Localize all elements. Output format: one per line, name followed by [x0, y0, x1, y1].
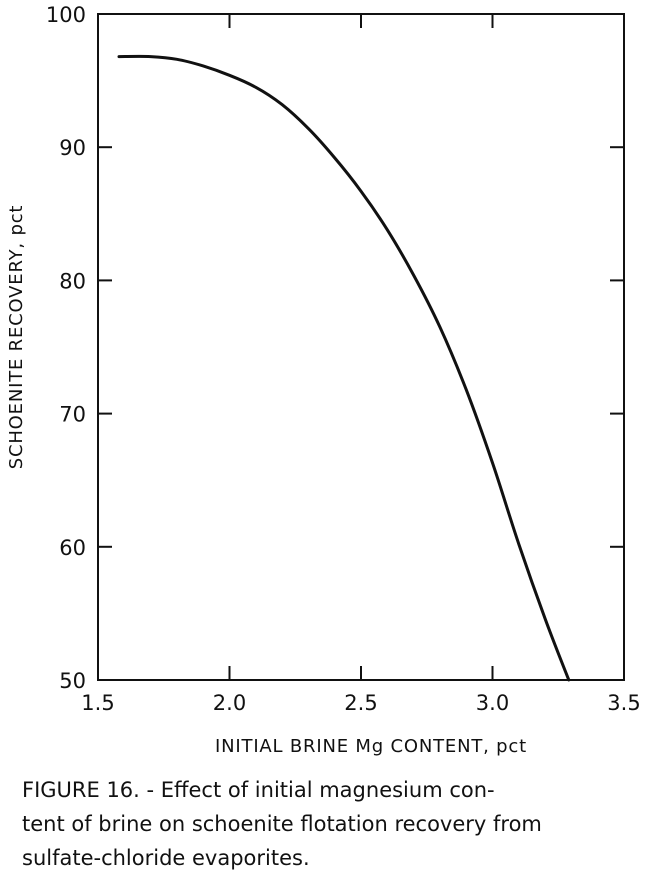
x-tick-label: 2.5 [344, 691, 377, 715]
y-tick-label: 90 [59, 136, 86, 160]
x-tick-label: 3.0 [476, 691, 509, 715]
x-tick-label: 3.5 [607, 691, 640, 715]
caption-line: tent of brine on schoenite flotation rec… [22, 812, 542, 836]
x-tick-label: 2.0 [213, 691, 246, 715]
y-tick-label: 60 [59, 536, 86, 560]
axis-ticks [98, 14, 624, 680]
axis-tick-labels: 1.5 2.0 2.5 3.0 3.5 50 60 70 80 90 100 [46, 3, 641, 715]
y-axis-title: SCHOENITE RECOVERY, pct [6, 205, 27, 470]
plot-area-frame [97, 13, 625, 681]
x-tick-label: 1.5 [81, 691, 114, 715]
caption-line: FIGURE 16. - Effect of initial magnesium… [22, 778, 495, 802]
series-line [117, 54, 571, 682]
x-axis-title: INITIAL BRINE Mg CONTENT, pct [215, 736, 527, 757]
y-tick-label: 100 [46, 3, 86, 27]
y-tick-label: 50 [59, 669, 86, 693]
y-tick-label: 70 [59, 403, 86, 427]
figure-caption: FIGURE 16. - Effect of initial magnesium… [22, 773, 642, 875]
caption-line: sulfate-chloride evaporites. [22, 846, 310, 870]
y-tick-label: 80 [59, 269, 86, 293]
